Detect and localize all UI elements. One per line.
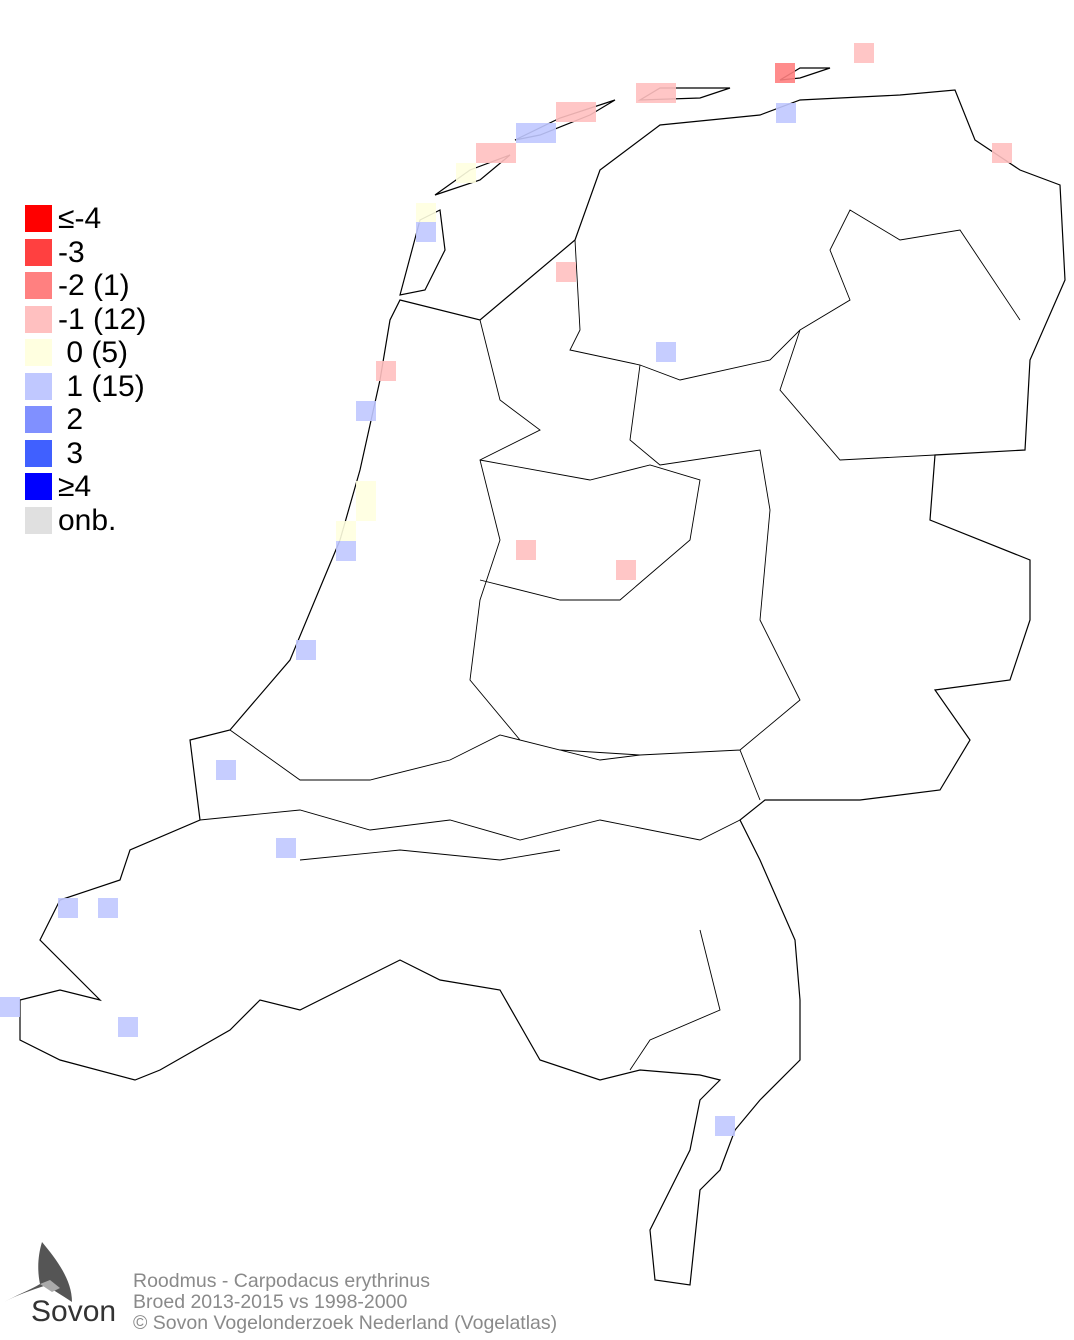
mainland-outline bbox=[19, 89, 1066, 1286]
atlas-cell bbox=[992, 143, 1012, 163]
atlas-cell bbox=[376, 361, 396, 381]
legend-label: 2 bbox=[58, 403, 84, 436]
atlas-cell bbox=[336, 541, 356, 561]
legend-swatch bbox=[25, 272, 52, 299]
legend-label: 3 bbox=[58, 436, 84, 470]
atlas-cell bbox=[0, 997, 20, 1017]
atlas-cell bbox=[556, 262, 576, 282]
map-caption: Roodmus - Carpodacus erythrinus Broed 20… bbox=[133, 1271, 557, 1334]
legend-swatch bbox=[25, 205, 52, 232]
atlas-cell bbox=[356, 401, 376, 421]
legend-label: -2 (1) bbox=[58, 269, 130, 302]
legend-label: ≤-4 bbox=[58, 202, 102, 235]
legend-label: ≥4 bbox=[58, 470, 92, 503]
atlas-cell bbox=[58, 898, 78, 918]
atlas-cell bbox=[296, 640, 316, 660]
atlas-cell bbox=[496, 143, 516, 163]
atlas-cell bbox=[516, 540, 536, 560]
legend-swatch bbox=[25, 238, 52, 266]
atlas-cell bbox=[416, 203, 436, 223]
atlas-cell bbox=[98, 898, 118, 918]
atlas-cell bbox=[416, 222, 436, 242]
atlas-cell bbox=[616, 560, 636, 580]
legend-swatch bbox=[25, 339, 52, 366]
legend-swatch bbox=[25, 372, 52, 400]
legend-swatch bbox=[25, 439, 52, 467]
atlas-cell bbox=[356, 481, 376, 501]
atlas-cell bbox=[775, 63, 795, 83]
atlas-cell bbox=[118, 1017, 138, 1037]
province-borders bbox=[199, 209, 1021, 1071]
atlas-cell bbox=[715, 1116, 735, 1136]
atlas-cell bbox=[216, 760, 236, 780]
legend-swatch bbox=[25, 473, 52, 500]
legend-swatch bbox=[25, 506, 52, 534]
legend-label: 0 (5) bbox=[58, 336, 129, 369]
legend-label: 1 (15) bbox=[58, 369, 145, 403]
atlas-cell bbox=[854, 43, 874, 63]
species-title: Roodmus - Carpodacus erythrinus bbox=[133, 1270, 430, 1292]
atlas-cell bbox=[776, 103, 796, 123]
atlas-cell bbox=[456, 163, 476, 183]
atlas-cell bbox=[336, 521, 356, 541]
copyright: © Sovon Vogelonderzoek Nederland (Vogela… bbox=[133, 1312, 558, 1334]
atlas-cell bbox=[356, 501, 376, 521]
atlas-cell bbox=[556, 102, 576, 122]
period-subtitle: Broed 2013-2015 vs 1998-2000 bbox=[133, 1291, 408, 1313]
legend-label: -1 (12) bbox=[58, 302, 147, 336]
legend-label: onb. bbox=[58, 503, 117, 537]
atlas-cell bbox=[656, 83, 676, 103]
atlas-cell bbox=[636, 83, 656, 103]
atlas-cell bbox=[576, 102, 596, 122]
atlas-cell bbox=[476, 143, 496, 163]
legend-swatch bbox=[25, 406, 52, 433]
sovon-swallow-logo-icon bbox=[4, 1242, 72, 1302]
atlas-cell bbox=[276, 838, 296, 858]
atlas-cell bbox=[536, 123, 556, 143]
legend-swatch bbox=[25, 305, 52, 333]
atlas-cell bbox=[516, 123, 536, 143]
legend-label: -3 bbox=[58, 235, 85, 269]
logo-text: Sovon bbox=[31, 1295, 117, 1328]
atlas-cell bbox=[656, 342, 676, 362]
